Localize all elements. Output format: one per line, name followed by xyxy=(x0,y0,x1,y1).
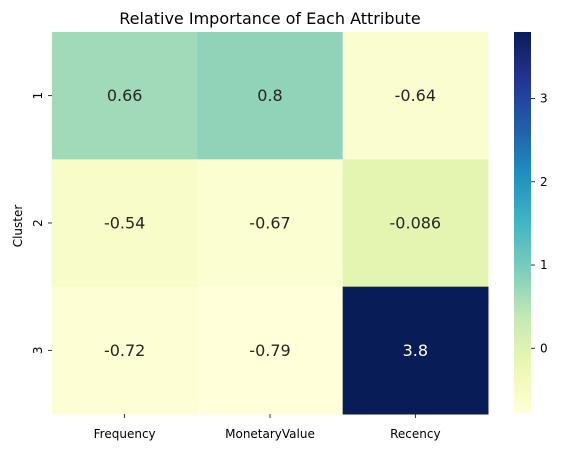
heatmap-cell-r3-frequency xyxy=(52,286,198,415)
cell-annotation: -0.086 xyxy=(390,214,442,233)
cell-annotation: -0.64 xyxy=(395,86,436,105)
y-axis-ticks: 1 2 3 xyxy=(31,92,52,354)
heatmap-cells xyxy=(52,32,489,415)
heatmap-cell-r1-frequency xyxy=(52,32,198,160)
colorbar-tick-label: 0 xyxy=(540,341,548,355)
colorbar-gradient xyxy=(514,32,531,414)
cell-annotation: -0.54 xyxy=(104,214,145,233)
y-tick-label: 1 xyxy=(31,92,45,100)
x-tick-label: Recency xyxy=(390,427,440,441)
y-tick-label: 2 xyxy=(31,219,45,227)
heatmap-cell-r3-recency xyxy=(342,286,489,415)
heatmap-cell-r1-recency xyxy=(342,32,489,160)
x-axis-ticks: Frequency MonetaryValue Recency xyxy=(94,414,441,441)
heatmap-cell-r2-frequency xyxy=(52,159,198,288)
heatmap-cell-r3-monetaryvalue xyxy=(197,286,344,415)
cell-annotation: -0.72 xyxy=(104,341,145,360)
y-axis-label: Cluster xyxy=(11,205,25,248)
cell-annotation: -0.67 xyxy=(249,214,290,233)
cell-annotation: -0.79 xyxy=(249,341,290,360)
x-tick-label: Frequency xyxy=(94,427,156,441)
cell-annotation: 0.66 xyxy=(107,86,143,105)
y-tick-label: 3 xyxy=(31,347,45,355)
chart-title: Relative Importance of Each Attribute xyxy=(119,9,420,28)
heatmap-cell-r1-monetaryvalue xyxy=(197,32,344,160)
colorbar-tick-label: 1 xyxy=(540,258,548,272)
heatmap-cell-r2-monetaryvalue xyxy=(197,159,344,288)
cell-annotation: 3.8 xyxy=(403,341,428,360)
colorbar-tick-label: 2 xyxy=(540,175,548,189)
colorbar: 0 1 2 3 xyxy=(514,32,548,414)
colorbar-tick-label: 3 xyxy=(540,92,548,106)
cell-annotation: 0.8 xyxy=(257,86,282,105)
heatmap-cell-r2-recency xyxy=(342,159,489,288)
cell-annotations: 0.66 0.8 -0.64 -0.54 -0.67 -0.086 -0.72 -0.79 3.… xyxy=(104,86,441,360)
x-tick-label: MonetaryValue xyxy=(225,427,315,441)
